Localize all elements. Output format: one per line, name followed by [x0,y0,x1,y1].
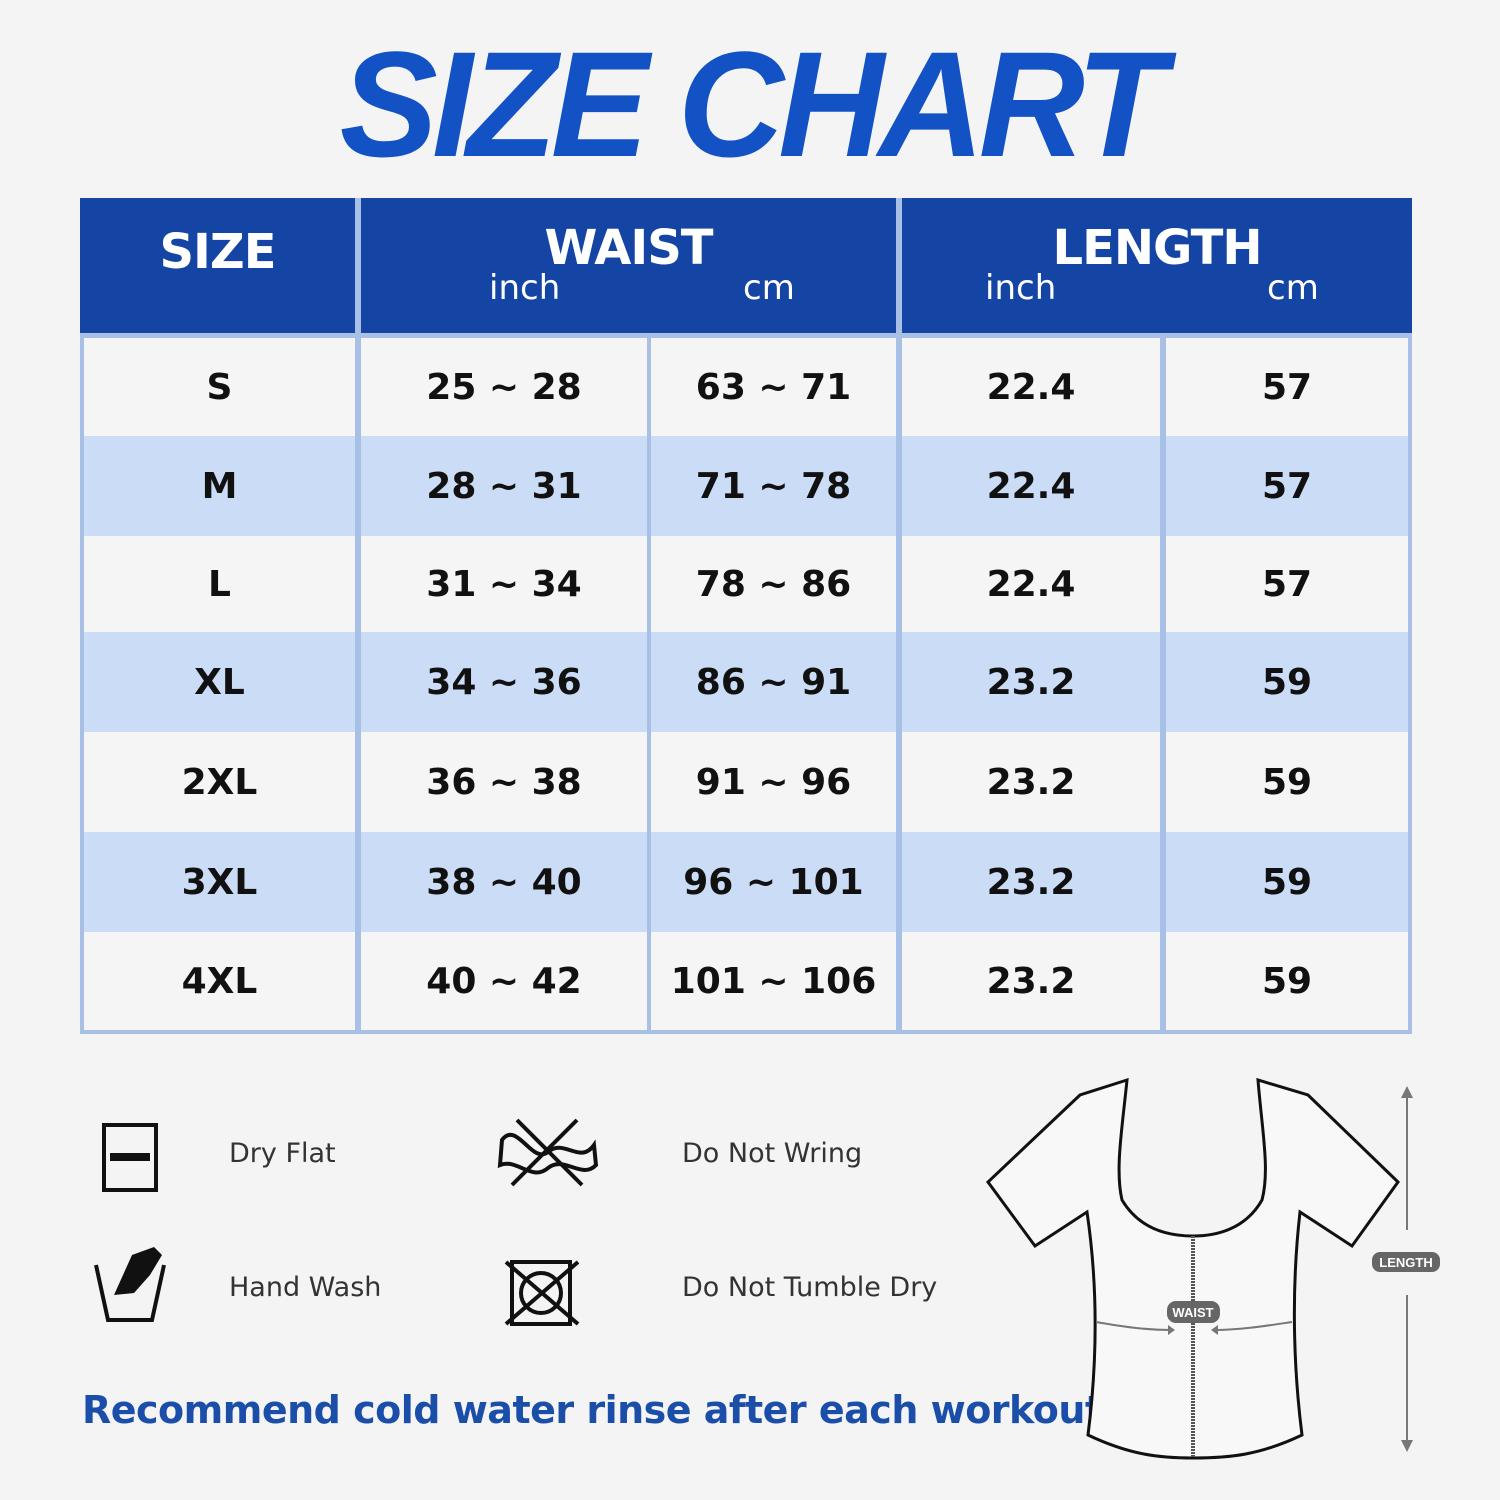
length-inch-label: inch [985,268,1057,308]
header-size-label: SIZE [159,224,276,280]
waist-cm-label: cm [743,268,795,308]
cell-waist-inch: 34 ~ 36 [361,632,647,732]
length-badge [1372,1252,1440,1272]
cell-length-cm: 59 [1166,732,1408,832]
cell-length-cm: 57 [1166,436,1408,536]
page-title: SIZE CHART [339,20,1166,188]
cell-length-cm: 59 [1166,632,1408,732]
cell-size: XL [84,632,355,732]
cell-waist-inch: 38 ~ 40 [361,832,647,932]
cell-size: 3XL [84,832,355,932]
cell-size: 4XL [84,932,355,1030]
header-length-label: LENGTH [1052,220,1262,276]
cell-length-cm: 59 [1166,832,1408,932]
header-length: LENGTH inch cm [902,198,1412,333]
cell-size: L [84,536,355,632]
waist-inch-label: inch [489,268,561,308]
cell-size: M [84,436,355,536]
cell-waist-inch: 25 ~ 28 [361,338,647,436]
dry-flat-icon [102,1123,158,1192]
cell-waist-inch: 28 ~ 31 [361,436,647,536]
cell-length-inch: 22.4 [902,338,1160,436]
do-not-wring-icon [497,1118,599,1187]
cell-length-cm: 57 [1166,338,1408,436]
care-icons-mid [497,1118,599,1326]
do-not-tumble-dry-icon [504,1260,580,1326]
cell-length-inch: 23.2 [902,732,1160,832]
care-hand-wash: Hand Wash [229,1272,382,1303]
cell-length-inch: 22.4 [902,536,1160,632]
cell-waist-inch: 40 ~ 42 [361,932,647,1030]
care-dry-flat: Dry Flat [229,1138,336,1169]
cell-waist-inch: 31 ~ 34 [361,536,647,632]
cell-waist-cm: 86 ~ 91 [651,632,896,732]
waist-label: WAIST [1172,1305,1213,1320]
cell-waist-cm: 91 ~ 96 [651,732,896,832]
hand-wash-icon [94,1247,166,1322]
cell-waist-cm: 71 ~ 78 [651,436,896,536]
cell-length-cm: 57 [1166,536,1408,632]
cell-size: S [84,338,355,436]
cell-length-inch: 22.4 [902,436,1160,536]
size-table: SIZE WAIST inch cm LENGTH inch cm S 25 ~ … [80,198,1412,1034]
header-waist-label: WAIST [544,220,713,276]
cell-length-inch: 23.2 [902,632,1160,732]
cell-waist-cm: 78 ~ 86 [651,536,896,632]
cell-size: 2XL [84,732,355,832]
length-cm-label: cm [1267,268,1319,308]
cell-waist-cm: 63 ~ 71 [651,338,896,436]
header-size: SIZE [80,198,355,333]
cell-length-inch: 23.2 [902,932,1160,1030]
care-do-not-tumble-dry: Do Not Tumble Dry [682,1272,938,1303]
care-do-not-wring: Do Not Wring [682,1138,863,1169]
cell-waist-cm: 101 ~ 106 [651,932,896,1030]
care-note: Recommend cold water rinse after each wo… [82,1388,1117,1432]
length-label: LENGTH [1379,1255,1432,1270]
cell-waist-cm: 96 ~ 101 [651,832,896,932]
header-waist: WAIST inch cm [361,198,896,333]
waist-badge [1167,1301,1220,1323]
care-icons-left [94,1123,166,1322]
cell-length-cm: 59 [1166,932,1408,1030]
cell-length-inch: 23.2 [902,832,1160,932]
cell-waist-inch: 36 ~ 38 [361,732,647,832]
